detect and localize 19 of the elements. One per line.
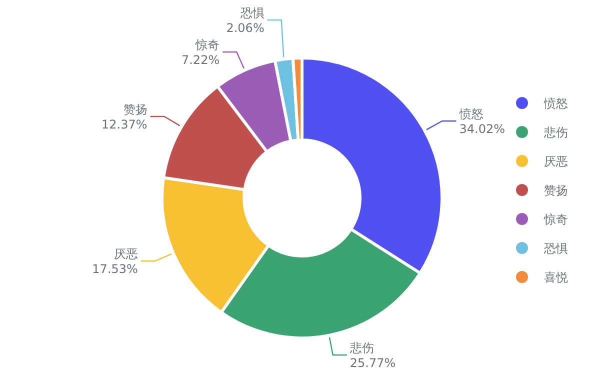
legend-label: 厌恶	[544, 154, 568, 168]
data-label: 12.37%	[102, 118, 148, 132]
legend-label: 赞扬	[544, 184, 568, 198]
legend-label: 悲伤	[543, 126, 568, 140]
legend-label: 愤怒	[543, 96, 568, 110]
legend-label: 惊奇	[543, 212, 568, 226]
data-label: 2.06%	[226, 20, 264, 35]
legend-label: 恐惧	[543, 242, 568, 256]
data-label: 17.53%	[92, 262, 138, 276]
data-label: 25.77%	[350, 356, 396, 370]
data-label: 7.22%	[181, 52, 220, 67]
slice-label: 惊奇	[194, 38, 220, 52]
slice-label: 赞扬	[123, 102, 148, 117]
slice-label: 愤怒	[458, 107, 484, 122]
legend-label: 喜悦	[544, 270, 568, 284]
slice-label: 恐惧	[239, 6, 264, 20]
slice-label: 悲伤	[348, 340, 374, 355]
data-label: 34.02%	[459, 122, 506, 136]
slice-label: 厌恶	[114, 247, 138, 262]
